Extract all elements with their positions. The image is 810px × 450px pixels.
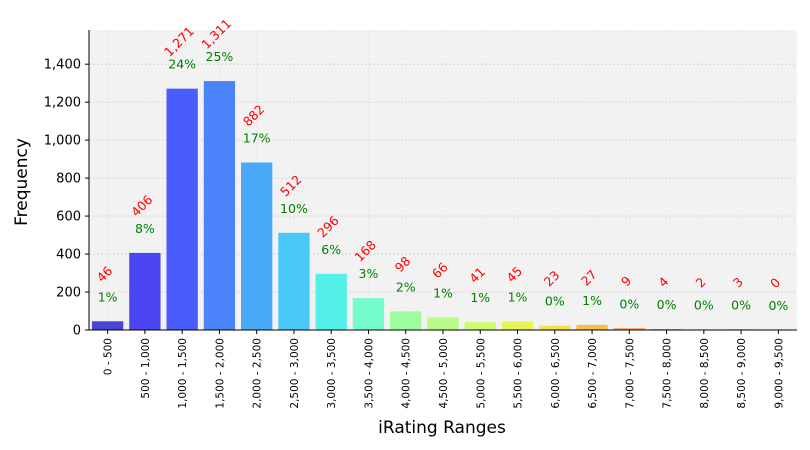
percent-label: 1% [508,289,528,304]
bar [203,81,236,330]
percent-label: 1% [582,293,602,308]
x-ticks: 0 - 500 500 - 1,000 1,000 - 1,500 1,500 - 2… [103,330,785,409]
y-axis-label: Frequency [12,138,32,226]
y-tick-label: 0 [73,324,81,339]
x-tick-label: 7,000 - 7,500 [624,338,636,409]
x-tick-label: 8,000 - 8,500 [699,338,711,409]
x-axis-label: iRating Ranges [378,418,506,438]
y-ticks: 0 200 400 600 800 1,000 1,200 1,400 [44,58,89,339]
bar [539,325,571,330]
percent-label: 3% [359,266,379,281]
percent-label: 0% [657,297,677,312]
percent-label: 1% [433,285,453,300]
percent-label: 25% [206,49,234,64]
x-tick-label: 9,000 - 9,500 [773,338,785,409]
x-tick-label: 4,000 - 4,500 [401,338,413,409]
x-tick-label: 4,500 - 5,000 [438,338,450,409]
y-tick-label: 600 [56,210,81,225]
percent-label: 10% [280,201,308,216]
bar [315,273,347,330]
x-tick-label: 2,000 - 2,500 [252,338,264,409]
bar [166,88,198,330]
x-tick-label: 5,000 - 5,500 [475,338,487,409]
x-tick-label: 7,500 - 8,000 [662,338,674,409]
y-tick-label: 1,400 [44,58,81,73]
x-tick-label: 0 - 500 [103,338,115,375]
bar [352,298,385,330]
percent-label: 0% [545,294,565,309]
percent-label: 0% [731,297,751,312]
bar [613,328,645,330]
x-tick-label: 6,500 - 7,000 [587,338,599,409]
bar [501,321,534,330]
y-tick-label: 200 [56,286,81,301]
x-tick-label: 500 - 1,000 [140,338,152,399]
bar [241,162,273,330]
percent-label: 2% [396,279,416,294]
bar [576,324,608,330]
bar [464,322,496,330]
y-tick-label: 800 [56,172,81,187]
x-tick-label: 1,000 - 1,500 [177,338,189,409]
bar [427,317,459,330]
percent-label: 0% [619,296,639,311]
percent-label: 24% [168,57,196,72]
y-tick-label: 1,000 [44,134,81,149]
percent-label: 0% [768,298,788,313]
x-tick-label: 8,500 - 9,000 [736,338,748,409]
percent-label: 17% [243,131,271,146]
percent-label: 8% [135,221,155,236]
y-tick-label: 1,200 [44,96,81,111]
percent-label: 1% [98,289,118,304]
x-tick-label: 2,500 - 3,000 [289,338,301,409]
percent-label: 0% [694,298,714,313]
percent-label: 6% [321,242,341,257]
percent-label: 1% [470,290,490,305]
bar [129,252,161,330]
bar [278,232,310,330]
bar [91,321,124,330]
x-tick-label: 6,000 - 6,500 [550,338,562,409]
x-tick-label: 3,500 - 4,000 [363,338,375,409]
x-tick-label: 3,000 - 3,500 [326,338,338,409]
y-tick-label: 400 [56,248,81,263]
bar [390,311,422,330]
x-tick-label: 1,500 - 2,000 [214,338,226,409]
bars [91,81,757,330]
x-tick-label: 5,500 - 6,000 [513,338,525,409]
